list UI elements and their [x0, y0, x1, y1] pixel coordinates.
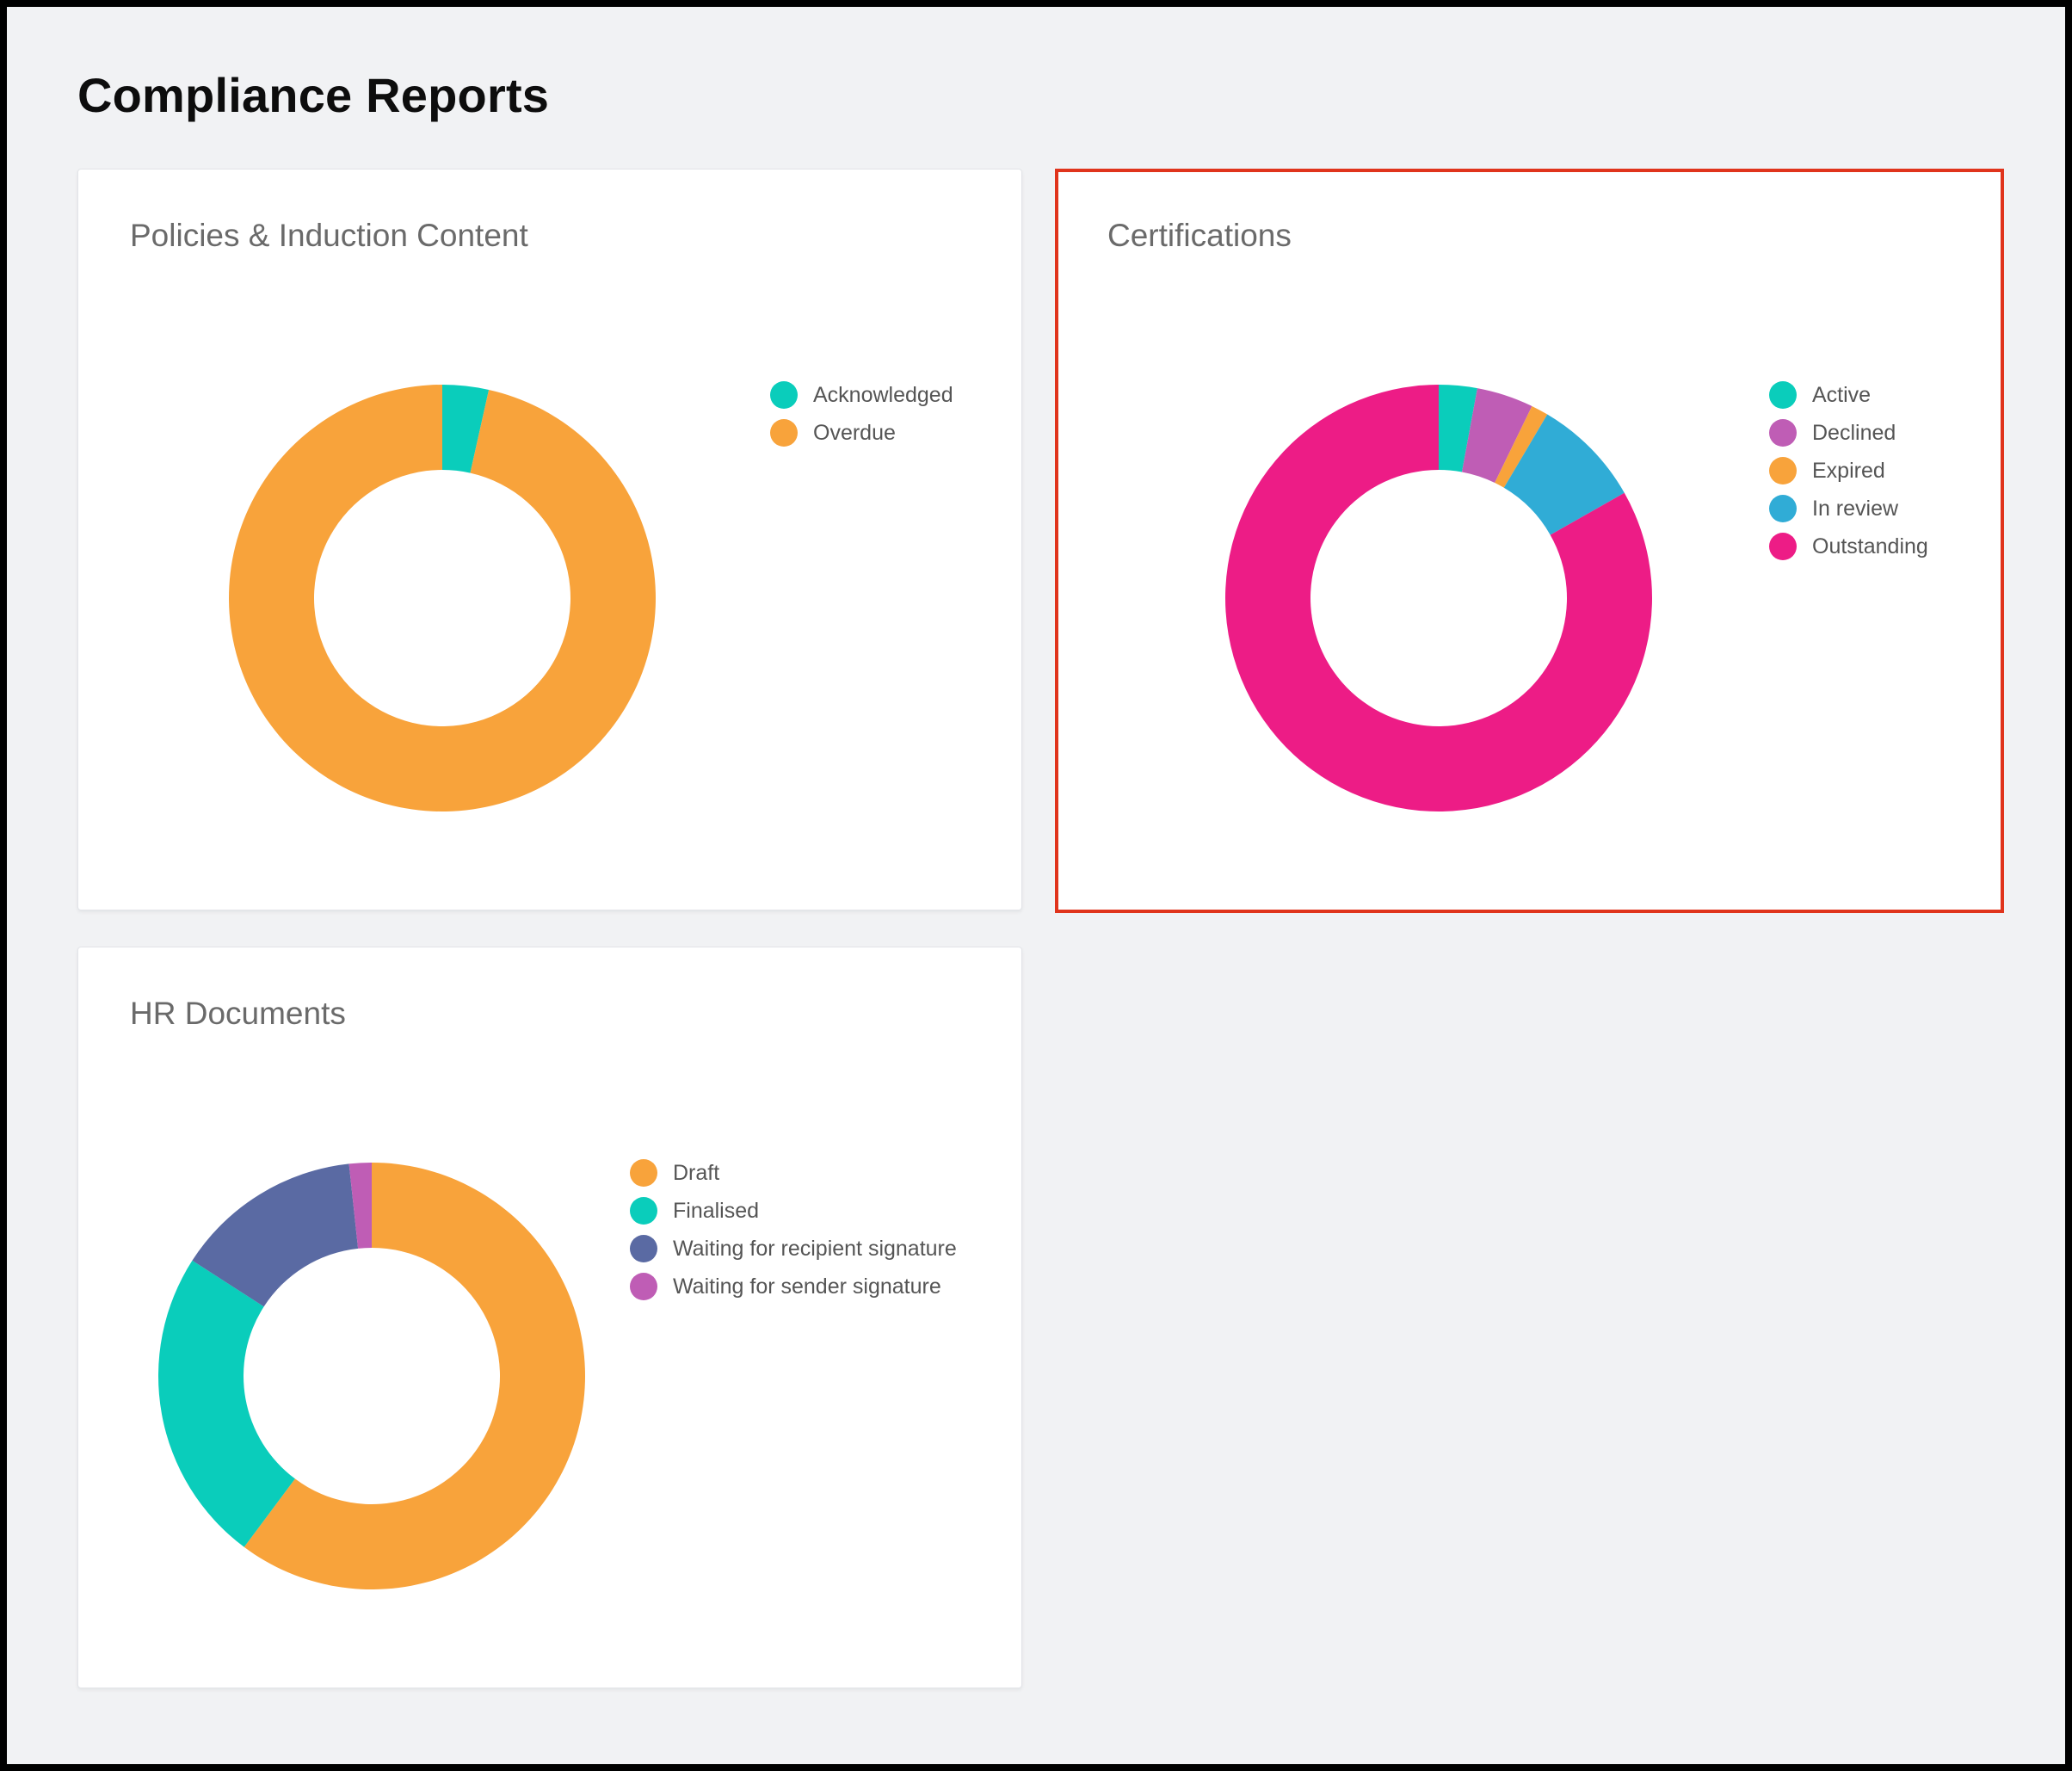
legend-label: Overdue — [813, 420, 896, 445]
legend-swatch — [630, 1197, 657, 1225]
legend-swatch — [770, 381, 798, 409]
legend-swatch — [1769, 495, 1797, 522]
slice-outstanding[interactable] — [1225, 385, 1652, 811]
card-certifications[interactable]: Certifications Active Declined Expired In r… — [1055, 169, 2004, 913]
legend-item-in-review[interactable]: In review — [1769, 490, 1928, 528]
slice-expired[interactable] — [1495, 405, 1548, 488]
legend-item-expired[interactable]: Expired — [1769, 452, 1928, 490]
card-title: Certifications — [1107, 218, 1292, 253]
legend-label: Draft — [673, 1160, 720, 1185]
legend-swatch — [770, 419, 798, 447]
legend-swatch — [630, 1273, 657, 1300]
legend-label: Waiting for recipient signature — [673, 1236, 957, 1261]
legend-hr-documents: Draft Finalised Waiting for recipient sign… — [630, 1154, 957, 1305]
legend-item-acknowledged[interactable]: Acknowledged — [770, 376, 953, 414]
slice-active[interactable] — [1439, 385, 1477, 472]
legend-label: Expired — [1812, 458, 1885, 483]
legend-item-overdue[interactable]: Overdue — [770, 414, 953, 452]
legend-swatch — [1769, 533, 1797, 560]
page-title: Compliance Reports — [77, 68, 550, 122]
legend-item-finalised[interactable]: Finalised — [630, 1192, 957, 1230]
legend-swatch — [1769, 419, 1797, 447]
legend-swatch — [1769, 381, 1797, 409]
legend-certifications: Active Declined Expired In review Outstandin… — [1769, 376, 1928, 565]
legend-item-active[interactable]: Active — [1769, 376, 1928, 414]
legend-label: Outstanding — [1812, 534, 1928, 558]
slice-draft[interactable] — [244, 1163, 585, 1589]
slice-finalised[interactable] — [158, 1260, 295, 1547]
slice-acknowledged[interactable] — [442, 385, 490, 473]
slice-declined[interactable] — [1461, 388, 1532, 483]
donut-chart-policies — [229, 385, 656, 811]
slice-in-review[interactable] — [1503, 414, 1625, 535]
legend-policies: Acknowledged Overdue — [770, 376, 953, 452]
legend-swatch — [1769, 457, 1797, 484]
card-hr-documents: HR Documents Draft Finalised Waiting for r… — [77, 947, 1022, 1688]
legend-swatch — [630, 1235, 657, 1262]
legend-item-draft[interactable]: Draft — [630, 1154, 957, 1192]
legend-label: In review — [1812, 496, 1899, 521]
legend-item-declined[interactable]: Declined — [1769, 414, 1928, 452]
legend-label: Finalised — [673, 1198, 760, 1223]
donut-chart-hr-documents — [158, 1163, 585, 1589]
page: Compliance Reports Policies & Induction … — [7, 7, 2065, 1764]
legend-item-waiting-for-sender-signature[interactable]: Waiting for sender signature — [630, 1268, 957, 1305]
slice-waiting-for-sender-signature[interactable] — [348, 1163, 372, 1249]
card-title: Policies & Induction Content — [130, 218, 528, 253]
legend-label: Declined — [1812, 420, 1896, 445]
legend-item-outstanding[interactable]: Outstanding — [1769, 528, 1928, 565]
card-title: HR Documents — [130, 996, 346, 1031]
slice-waiting-for-recipient-signature[interactable] — [192, 1163, 359, 1307]
legend-label: Acknowledged — [813, 382, 953, 407]
donut-chart-certifications — [1225, 385, 1652, 811]
legend-item-waiting-for-recipient-signature[interactable]: Waiting for recipient signature — [630, 1230, 957, 1268]
legend-label: Active — [1812, 382, 1872, 407]
slice-overdue[interactable] — [229, 385, 656, 811]
card-policies-induction: Policies & Induction Content Acknowledge… — [77, 169, 1022, 910]
legend-swatch — [630, 1159, 657, 1187]
legend-label: Waiting for sender signature — [673, 1274, 941, 1299]
